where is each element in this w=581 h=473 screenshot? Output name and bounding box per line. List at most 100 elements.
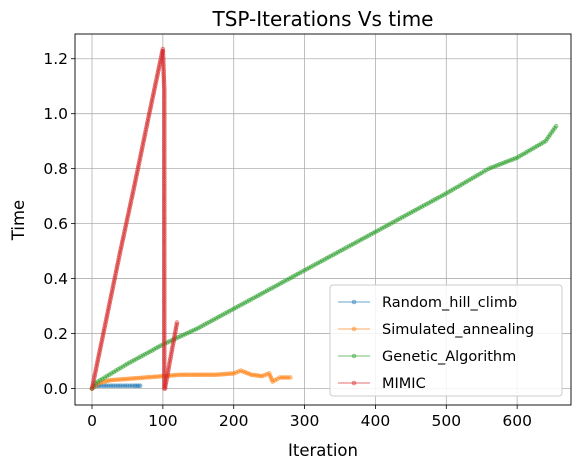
data-point — [231, 371, 236, 376]
x-tick-label: 600 — [502, 412, 532, 430]
data-point — [97, 377, 103, 383]
data-point — [311, 263, 316, 268]
data-point — [457, 183, 462, 188]
data-point — [233, 370, 239, 375]
data-point — [200, 323, 205, 328]
legend-label: MIMIC — [382, 376, 426, 392]
x-tick-label: 300 — [290, 412, 320, 430]
data-point — [514, 155, 520, 160]
data-point — [461, 180, 467, 186]
data-point — [534, 144, 540, 149]
data-point — [353, 240, 358, 245]
data-point — [377, 227, 383, 232]
data-point — [337, 248, 343, 254]
data-point — [271, 284, 276, 290]
data-point — [317, 259, 323, 265]
data-point — [138, 354, 143, 359]
data-point — [293, 272, 299, 278]
data-point — [328, 253, 334, 259]
data-point — [224, 310, 230, 315]
data-point — [364, 234, 369, 239]
data-point — [277, 281, 283, 286]
data-point — [448, 188, 454, 194]
data-point — [220, 312, 225, 318]
legend-label: Simulated_annealing — [382, 322, 534, 338]
data-point — [136, 355, 141, 361]
data-point — [468, 176, 473, 182]
data-point — [415, 206, 420, 212]
data-point — [191, 327, 197, 333]
data-point — [339, 247, 345, 253]
data-point — [333, 251, 338, 256]
data-point — [430, 198, 436, 203]
data-point — [275, 282, 281, 288]
data-point — [184, 330, 190, 336]
data-point — [286, 276, 292, 282]
data-point — [326, 254, 332, 260]
y-tick-label: 1.2 — [43, 50, 68, 68]
data-point — [120, 364, 126, 369]
data-point — [161, 84, 167, 89]
data-point — [346, 244, 352, 249]
data-point — [348, 242, 354, 248]
data-point — [266, 287, 272, 292]
data-point — [118, 365, 123, 371]
x-tick-label: 200 — [219, 412, 249, 430]
legend-swatch-marker — [351, 326, 357, 332]
data-point — [319, 258, 325, 264]
data-point — [393, 218, 398, 224]
x-tick-label: 100 — [148, 412, 178, 430]
data-point — [240, 301, 245, 307]
data-point — [137, 383, 143, 389]
data-point — [452, 185, 458, 191]
data-point — [231, 306, 236, 312]
data-point — [390, 219, 396, 225]
data-point — [262, 372, 267, 378]
data-point — [395, 217, 400, 223]
data-point — [295, 271, 301, 277]
data-point — [439, 193, 445, 199]
data-point — [424, 201, 429, 207]
data-point — [397, 216, 403, 221]
data-point — [406, 211, 411, 217]
data-point — [213, 316, 219, 321]
data-point — [386, 222, 392, 227]
data-point — [162, 161, 167, 167]
data-point — [255, 293, 261, 298]
data-point — [269, 286, 274, 291]
data-point — [127, 376, 132, 382]
data-point — [182, 331, 188, 337]
data-point — [322, 257, 327, 262]
data-point — [373, 229, 378, 235]
data-point — [106, 372, 112, 378]
data-point — [103, 383, 109, 389]
data-point — [187, 329, 192, 335]
data-point — [450, 187, 456, 192]
data-point — [540, 140, 546, 145]
data-point — [259, 373, 265, 379]
data-point — [282, 278, 287, 284]
data-point — [300, 269, 305, 274]
data-point — [432, 197, 438, 202]
data-point — [229, 307, 234, 313]
data-point — [302, 267, 307, 273]
data-point — [527, 147, 533, 153]
data-point — [375, 228, 380, 233]
data-point — [304, 266, 310, 272]
data-point — [236, 369, 241, 374]
data-point — [257, 292, 263, 297]
data-point — [207, 319, 212, 325]
data-point — [220, 371, 225, 377]
data-point — [180, 332, 186, 338]
legend-label: Genetic_Algorithm — [382, 349, 516, 365]
data-point — [410, 209, 416, 214]
data-point — [218, 313, 223, 319]
legend: Random_hill_climb Simulated_annealing Gene… — [329, 284, 563, 397]
data-point — [202, 322, 208, 327]
data-point — [474, 173, 480, 178]
data-point — [227, 308, 232, 314]
data-point — [342, 246, 347, 251]
grid — [75, 34, 571, 405]
series-mimic — [89, 46, 180, 391]
